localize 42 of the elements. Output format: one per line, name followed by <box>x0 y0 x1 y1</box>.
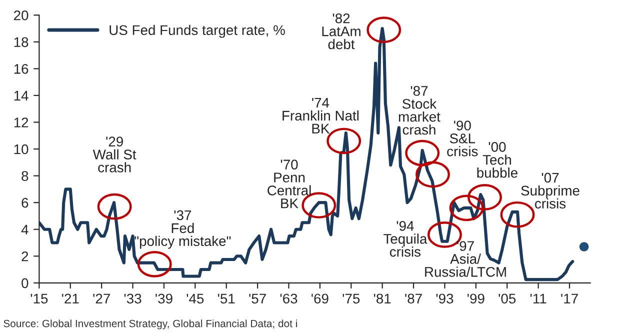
annotation: '37 Fed "policy mistake" <box>134 210 231 249</box>
point <box>579 242 589 252</box>
y-tick-label: 12 <box>14 118 28 128</box>
annotation: '82 LatAm debt <box>322 13 360 50</box>
x-tick-label: '99 <box>468 294 484 304</box>
x-tick-label: '51 <box>218 294 235 304</box>
x-tick-label: '17 <box>561 294 578 304</box>
x-tick-label: '05 <box>498 294 516 304</box>
x-tick-label: '75 <box>342 294 360 304</box>
annotation: '29 Wall St crash <box>92 136 136 172</box>
annotation: '94 Tequila crisis <box>384 221 428 257</box>
x-tick-label: '11 <box>530 294 546 304</box>
annotation: '90 S&L crisis <box>447 120 478 156</box>
annotation: '87 Stock market crash <box>398 86 440 135</box>
annotation: '74 Franklin Natl BK <box>282 98 359 134</box>
y-tick-label: 16 <box>14 64 28 74</box>
y-tick-label: 14 <box>14 90 28 100</box>
x-tick-label: '93 <box>436 294 454 304</box>
y-tick-label: 10 <box>14 144 28 154</box>
x-tick-label: '87 <box>405 294 422 304</box>
x-tick-label: '45 <box>186 294 204 304</box>
y-tick-label: 8 <box>22 171 28 181</box>
y-tick-label: 6 <box>22 198 28 208</box>
y-tick-label: 18 <box>14 37 28 48</box>
y-tick-label: 0 <box>22 278 28 288</box>
x-tick-label: '33 <box>124 294 142 304</box>
x-tick-label: '57 <box>249 294 266 304</box>
x-tick-label: '27 <box>93 294 110 304</box>
y-tick-label: 4 <box>21 224 28 234</box>
legend-label: US Fed Funds target rate, % <box>110 24 285 38</box>
y-tick-label: 2 <box>22 251 28 262</box>
x-tick-label: '15 <box>30 294 48 304</box>
annotation: '00 Tech bubble <box>477 142 518 178</box>
x-tick-label: '63 <box>280 294 298 304</box>
x-tick-label: '21 <box>62 294 79 304</box>
source-note: Source: Global Investment Strategy, Global Financial Data; dot i <box>4 320 297 330</box>
x-tick-label: '81 <box>374 294 391 304</box>
x-tick-label: '39 <box>156 294 172 304</box>
x-tick-label: '69 <box>312 294 328 304</box>
y-tick-label: 20 <box>14 10 28 20</box>
annotation: '07 Subprime crisis <box>521 172 580 209</box>
annotation: '70 Penn Central BK <box>268 160 311 208</box>
